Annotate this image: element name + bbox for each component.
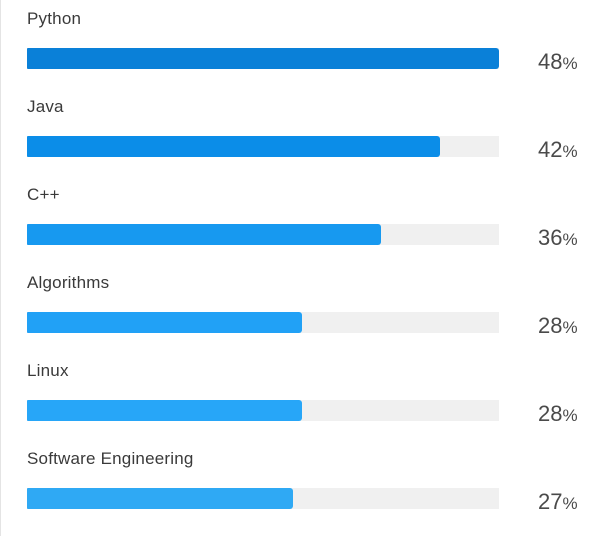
percent-value: 27 — [538, 489, 563, 514]
skill-label: Algorithms — [27, 273, 110, 292]
percent-value: 48 — [538, 49, 563, 74]
skill-row: C++ 36% — [0, 176, 600, 264]
percent-label: 27% — [538, 490, 578, 516]
bar-fill — [27, 312, 302, 333]
percent-sign: % — [562, 54, 578, 73]
percent-value: 42 — [538, 137, 563, 162]
percent-label: 28% — [538, 402, 578, 428]
percent-label: 48% — [538, 50, 578, 76]
skill-label: Python — [27, 9, 82, 28]
percent-sign: % — [562, 494, 578, 513]
percent-value: 36 — [538, 225, 563, 250]
percent-label: 28% — [538, 314, 578, 340]
percent-value: 28 — [538, 401, 563, 426]
bar-track — [27, 48, 499, 69]
bar-track — [27, 136, 499, 157]
bar-fill — [27, 48, 499, 69]
skill-label: Linux — [27, 361, 69, 380]
skill-label: Software Engineering — [27, 449, 194, 468]
left-border — [0, 0, 1, 536]
bar-track — [27, 400, 499, 421]
skill-row: Algorithms 28% — [0, 264, 600, 352]
skill-label: C++ — [27, 185, 60, 204]
bar-fill — [27, 136, 440, 157]
bar-fill — [27, 400, 302, 421]
skill-row: Java 42% — [0, 88, 600, 176]
skill-row: Linux 28% — [0, 352, 600, 440]
percent-value: 28 — [538, 313, 563, 338]
skill-row: Python 48% — [0, 0, 600, 88]
skill-label: Java — [27, 97, 64, 116]
bar-track — [27, 488, 499, 509]
percent-sign: % — [562, 318, 578, 337]
percent-sign: % — [562, 142, 578, 161]
bar-track — [27, 312, 499, 333]
bar-fill — [27, 224, 381, 245]
bar-fill — [27, 488, 293, 509]
percent-sign: % — [562, 230, 578, 249]
skill-row: Software Engineering 27% — [0, 440, 600, 528]
bar-track — [27, 224, 499, 245]
percent-label: 42% — [538, 138, 578, 164]
percent-label: 36% — [538, 226, 578, 252]
percent-sign: % — [562, 406, 578, 425]
